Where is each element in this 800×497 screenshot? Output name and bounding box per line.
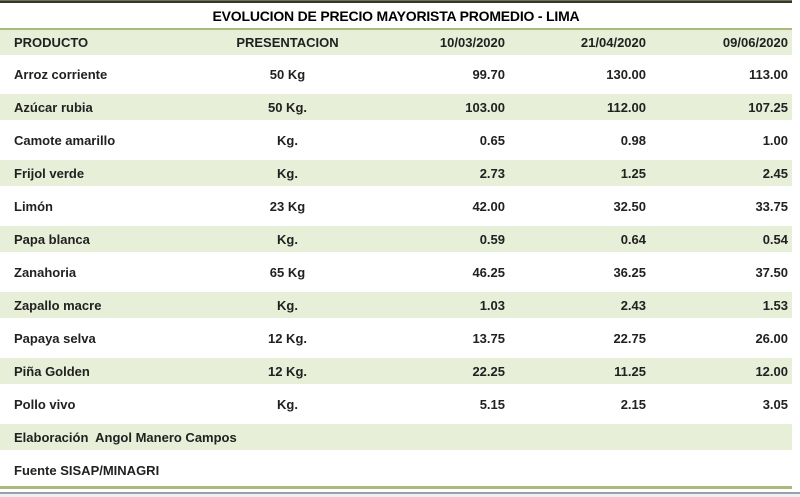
price-col-2: 22.75 (613, 330, 646, 346)
table-row: Camote amarillo Kg. 0.65 0.98 1.00 (0, 123, 792, 156)
price-col-2: 2.15 (620, 396, 646, 412)
price-col-1: 99.70 (472, 66, 505, 82)
price-col-2: 1.25 (620, 165, 646, 181)
column-header-date-2: 21/04/2020 (580, 35, 646, 50)
bottom-gray-rule (0, 492, 800, 494)
presentation-value: Kg. (277, 297, 298, 313)
price-col-3: 12.00 (755, 363, 788, 379)
presentation-value: 12 Kg. (267, 363, 307, 379)
price-col-3: 0.54 (762, 231, 788, 247)
presentation-value: 65 Kg (269, 264, 306, 280)
price-col-1: 42.00 (472, 198, 505, 214)
table-body: Arroz corriente 50 Kg 99.70 130.00 113.00 Azú… (0, 57, 792, 420)
table-row: Frijol verde Kg. 2.73 1.25 2.45 (0, 156, 792, 189)
price-col-3: 113.00 (748, 66, 788, 82)
price-col-3: 1.00 (762, 132, 788, 148)
price-col-1: 13.75 (472, 330, 505, 346)
price-col-1: 0.59 (479, 231, 505, 247)
price-col-2: 36.25 (613, 264, 646, 280)
presentation-value: 12 Kg. (267, 330, 307, 346)
footer-fuente: Fuente SISAP/MINAGRI (0, 453, 792, 486)
product-name: Papa blanca (14, 231, 90, 247)
price-col-2: 0.98 (620, 132, 646, 148)
column-header-producto: PRODUCTO (14, 35, 89, 50)
product-name: Arroz corriente (14, 66, 108, 82)
product-name: Frijol verde (14, 165, 85, 181)
price-col-2: 32.50 (613, 198, 646, 214)
presentation-value: 50 Kg. (267, 99, 307, 115)
elaboracion-text: Elaboración Angol Manero Campos (14, 429, 237, 445)
price-table: EVOLUCION DE PRECIO MAYORISTA PROMEDIO -… (0, 0, 792, 489)
presentation-value: Kg. (277, 132, 298, 148)
table-top-border (0, 0, 792, 3)
table-bottom-border (0, 486, 792, 489)
bottom-gap (0, 489, 800, 492)
presentation-value: Kg. (277, 231, 298, 247)
price-col-3: 1.53 (762, 297, 788, 313)
price-col-2: 130.00 (606, 66, 646, 82)
product-name: Zanahoria (14, 264, 77, 280)
table-row: Zapallo macre Kg. 1.03 2.43 1.53 (0, 288, 792, 321)
price-col-1: 22.25 (472, 363, 505, 379)
table-row: Arroz corriente 50 Kg 99.70 130.00 113.00 (0, 57, 792, 90)
column-header-presentacion: PRESENTACION (236, 35, 339, 50)
price-col-3: 33.75 (755, 198, 788, 214)
product-name: Zapallo macre (14, 297, 102, 313)
table-row: Papa blanca Kg. 0.59 0.64 0.54 (0, 222, 792, 255)
footer-elaboracion: Elaboración Angol Manero Campos (0, 420, 792, 453)
table-row: Zanahoria 65 Kg 46.25 36.25 37.50 (0, 255, 792, 288)
bottom-light-strip (0, 494, 800, 497)
table-row: Limón 23 Kg 42.00 32.50 33.75 (0, 189, 792, 222)
product-name: Limón (14, 198, 53, 214)
table-row: Azúcar rubia 50 Kg. 103.00 112.00 107.25 (0, 90, 792, 123)
product-name: Camote amarillo (14, 132, 116, 148)
table-row: Piña Golden 12 Kg. 22.25 11.25 12.00 (0, 354, 792, 387)
product-name: Piña Golden (14, 363, 90, 379)
product-name: Azúcar rubia (14, 99, 93, 115)
presentation-value: 50 Kg (269, 66, 306, 82)
price-col-3: 2.45 (762, 165, 788, 181)
presentation-value: Kg. (277, 396, 298, 412)
price-col-3: 3.05 (762, 396, 788, 412)
price-col-1: 5.15 (479, 396, 505, 412)
presentation-value: Kg. (277, 165, 298, 181)
price-col-3: 37.50 (755, 264, 788, 280)
price-col-2: 11.25 (614, 363, 646, 379)
product-name: Pollo vivo (14, 396, 76, 412)
table-title: EVOLUCION DE PRECIO MAYORISTA PROMEDIO -… (212, 7, 580, 24)
price-col-2: 2.43 (620, 297, 646, 313)
product-name: Papaya selva (14, 330, 96, 346)
table-row: Pollo vivo Kg. 5.15 2.15 3.05 (0, 387, 792, 420)
table-row: Papaya selva 12 Kg. 13.75 22.75 26.00 (0, 321, 792, 354)
price-col-2: 0.64 (620, 231, 646, 247)
column-header-date-3: 09/06/2020 (722, 35, 788, 50)
table-header-row: PRODUCTO PRESENTACION 10/03/2020 21/04/2… (0, 28, 792, 57)
column-header-date-1: 10/03/2020 (439, 35, 505, 50)
price-col-1: 46.25 (472, 264, 505, 280)
price-col-1: 2.73 (479, 165, 505, 181)
price-col-2: 112.00 (606, 99, 646, 115)
price-col-3: 26.00 (755, 330, 788, 346)
price-col-1: 0.65 (479, 132, 505, 148)
price-col-3: 107.25 (748, 99, 788, 115)
presentation-value: 23 Kg (269, 198, 306, 214)
fuente-text: Fuente SISAP/MINAGRI (14, 462, 160, 478)
price-col-1: 1.03 (479, 297, 505, 313)
price-col-1: 103.00 (465, 99, 505, 115)
